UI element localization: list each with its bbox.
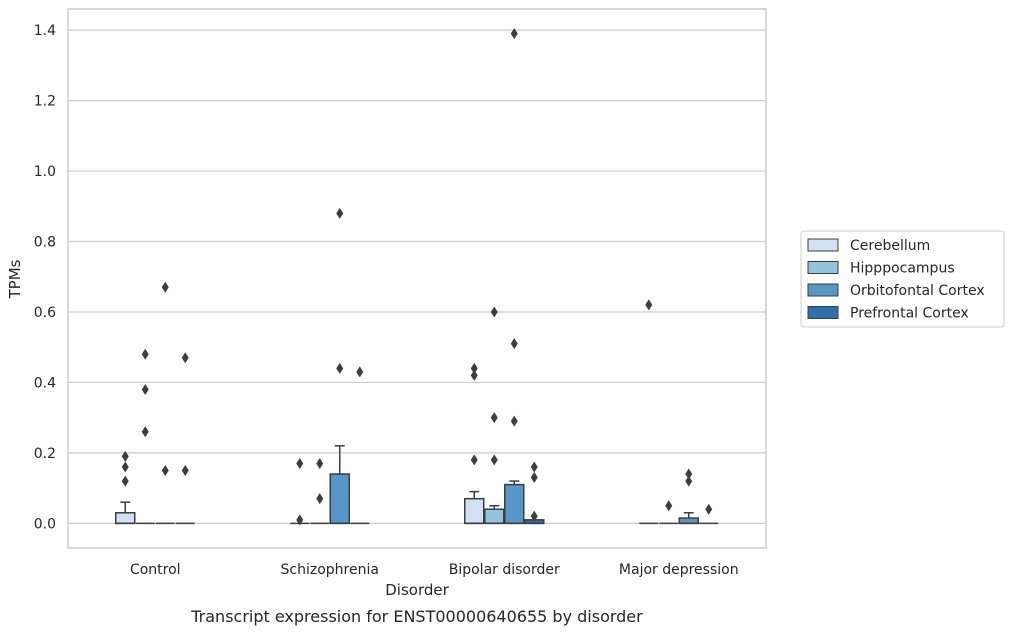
legend-label: Hipppocampus xyxy=(850,261,955,277)
outlier-point xyxy=(296,514,304,526)
box-layer xyxy=(115,28,719,526)
x-tick-label: Schizophrenia xyxy=(281,562,379,578)
outlier-point xyxy=(470,362,478,374)
y-tick-label: 0.8 xyxy=(34,235,56,251)
outlier-point xyxy=(490,306,498,318)
y-tick-label: 1.2 xyxy=(34,94,56,110)
legend-swatch xyxy=(807,306,839,319)
outlier-point xyxy=(181,352,189,364)
outlier-point xyxy=(141,348,149,360)
x-axis-label: Disorder xyxy=(385,581,449,599)
outlier-point xyxy=(685,468,693,480)
outlier-point xyxy=(121,461,129,473)
legend-label: Prefrontal Cortex xyxy=(850,306,969,322)
outlier-point xyxy=(490,412,498,424)
outlier-point xyxy=(161,281,169,293)
y-tick-label: 1.4 xyxy=(34,23,56,39)
outlier-point xyxy=(296,457,304,469)
outlier-point xyxy=(316,457,324,469)
plot-frame xyxy=(67,8,767,549)
outlier-point xyxy=(510,28,518,40)
x-tick-label: Major depression xyxy=(619,562,739,578)
y-tick-label: 1.0 xyxy=(34,164,56,180)
outlier-point xyxy=(161,464,169,476)
box xyxy=(484,508,505,525)
y-tick-label: 0.4 xyxy=(34,375,56,391)
y-axis-label: TPMs xyxy=(6,259,24,299)
outlier-point xyxy=(121,475,129,487)
outlier-point xyxy=(510,415,518,427)
x-tick-label: Control xyxy=(130,562,181,578)
outlier-point xyxy=(336,362,344,374)
outlier-point xyxy=(530,461,538,473)
outlier-point xyxy=(356,366,364,378)
outlier-point xyxy=(705,503,713,515)
x-tick-label: Bipolar disorder xyxy=(449,562,560,578)
y-tick-label: 0.6 xyxy=(34,305,56,321)
outlier-point xyxy=(181,464,189,476)
outlier-point xyxy=(141,426,149,438)
chart-caption: Transcript expression for ENST0000064065… xyxy=(190,607,643,626)
legend-label: Orbitofontal Cortex xyxy=(850,283,985,299)
box xyxy=(504,483,525,525)
box xyxy=(329,473,350,525)
outlier-point xyxy=(510,338,518,350)
box xyxy=(464,497,485,525)
legend: Cerebellum Hipppocampus Orbitofontal Corte… xyxy=(800,230,1005,328)
y-tick-label: 0.2 xyxy=(34,446,56,462)
y-tick-labels: 0.0 0.2 0.4 0.6 0.8 1.0 1.2 1.4 xyxy=(34,23,56,532)
legend-swatch xyxy=(807,261,839,274)
outlier-point xyxy=(490,454,498,466)
x-tick-labels: Control Schizophrenia Bipolar disorder Majo… xyxy=(130,562,739,578)
outlier-point xyxy=(336,207,344,219)
legend-swatch xyxy=(807,283,839,297)
outlier-point xyxy=(121,450,129,462)
outlier-point xyxy=(470,369,478,381)
outlier-point xyxy=(530,472,538,484)
outlier-point xyxy=(470,454,478,466)
outlier-point xyxy=(530,510,538,522)
y-tick-label: 0.0 xyxy=(34,516,56,532)
outlier-point xyxy=(316,493,324,505)
outlier-point xyxy=(685,475,693,487)
outlier-point xyxy=(645,299,653,311)
box xyxy=(115,512,136,525)
legend-label: Cerebellum xyxy=(850,238,930,254)
outlier-point xyxy=(665,500,673,512)
box xyxy=(678,517,699,525)
legend-box xyxy=(800,230,1005,328)
outlier-point xyxy=(141,383,149,395)
legend-swatch xyxy=(807,238,839,252)
plot-border xyxy=(67,8,767,549)
gridlines xyxy=(68,29,766,524)
